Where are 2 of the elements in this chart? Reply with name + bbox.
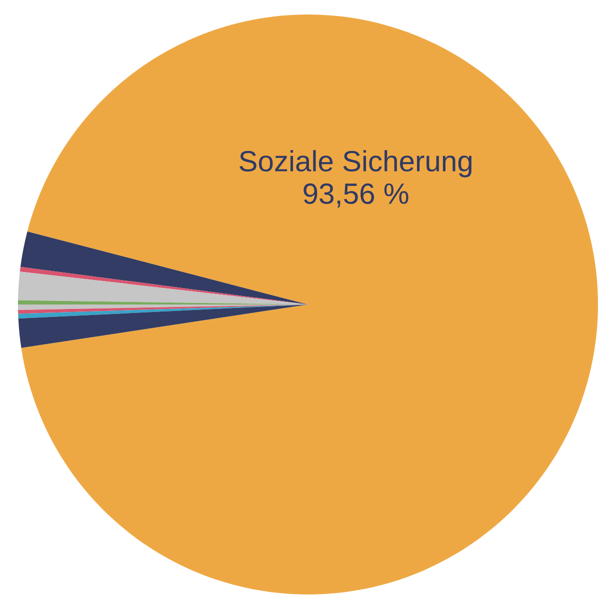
slice-label: Soziale Sicherung xyxy=(240,150,472,178)
data-label: 93,56 % xyxy=(304,183,408,208)
